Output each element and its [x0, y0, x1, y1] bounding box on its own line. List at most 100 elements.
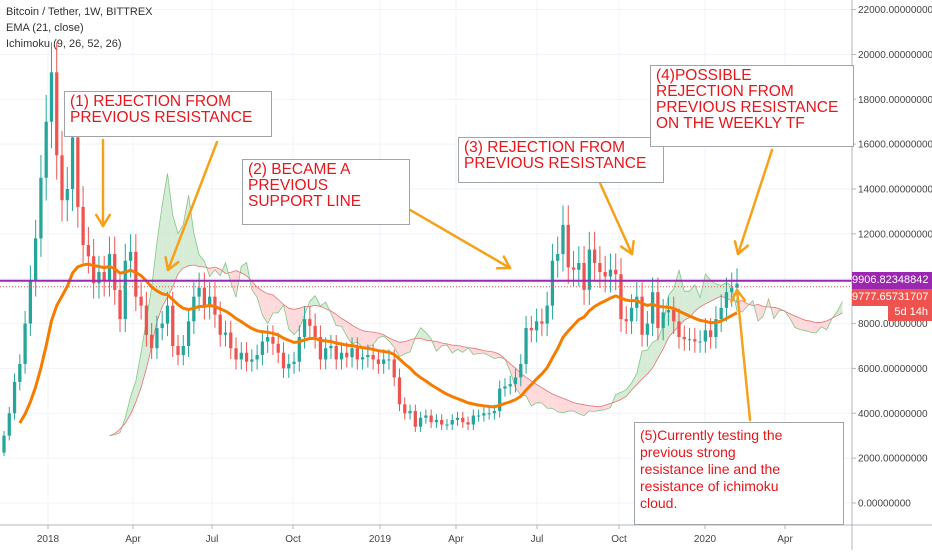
- cloud-segment: [557, 396, 563, 413]
- candle-body: [345, 352, 349, 358]
- candle-body: [698, 341, 702, 343]
- x-tick-label: Jul: [206, 534, 219, 545]
- candle-body: [302, 319, 307, 338]
- candle-body: [60, 155, 64, 201]
- cloud-segment: [209, 267, 215, 277]
- candle-body: [239, 352, 243, 360]
- candle-body: [155, 328, 159, 349]
- candle-body: [608, 269, 613, 277]
- cloud-segment: [378, 333, 384, 338]
- candle-body: [44, 121, 48, 178]
- x-tick-label: 2020: [694, 534, 717, 545]
- candle-body: [218, 314, 222, 335]
- candle-body: [656, 292, 660, 329]
- y-tick-label: 18000.00000000: [858, 95, 932, 106]
- cloud-segment: [341, 318, 347, 337]
- candle-body: [292, 361, 296, 364]
- candle-body: [730, 287, 734, 293]
- cloud-segment: [230, 270, 237, 298]
- cloud-segment: [162, 173, 168, 307]
- cloud-segment: [531, 380, 537, 407]
- cloud-segment: [494, 352, 500, 359]
- cloud-segment: [309, 295, 316, 307]
- arrow-5-head: [730, 288, 747, 303]
- y-tick-label: 8000.00000000: [858, 319, 928, 330]
- candle-body: [629, 307, 634, 322]
- candle-body: [693, 339, 697, 342]
- candle-body: [329, 345, 333, 349]
- cloud-segment: [457, 345, 463, 353]
- cloud-segment: [615, 392, 621, 402]
- arrow-5: [735, 288, 752, 422]
- cloud-segment: [489, 351, 495, 359]
- cloud-segment: [193, 233, 200, 267]
- y-tick-label: 4000.00000000: [858, 409, 928, 420]
- candle-body: [571, 267, 576, 270]
- y-axis: 0.00000000 2000.00000000 4000.00000000 6000…: [851, 0, 932, 550]
- candle-body: [413, 411, 417, 427]
- cloud-segment: [626, 383, 632, 397]
- x-tick-label: Oct: [611, 534, 627, 545]
- candle-body: [244, 352, 249, 362]
- candle-body: [708, 330, 713, 338]
- candle-body: [318, 337, 323, 360]
- candle-body: [208, 296, 212, 306]
- senkou-span-b: [109, 264, 843, 437]
- candle-body: [434, 420, 439, 423]
- candle-body: [455, 417, 460, 421]
- candle-body: [355, 348, 359, 360]
- candle-body: [250, 359, 254, 362]
- candle-body: [39, 177, 43, 239]
- candle-body: [471, 415, 475, 425]
- annotation-2: (2) BECAME A PREVIOUS SUPPORT LINE: [242, 159, 410, 225]
- cloud-segment: [367, 331, 374, 347]
- cloud-segment: [373, 332, 379, 345]
- candle-body: [666, 310, 671, 313]
- candle-body: [171, 305, 175, 346]
- countdown-tag: 5d 14h: [888, 304, 932, 321]
- cloud-segment: [668, 288, 674, 338]
- cloud-segment: [816, 322, 822, 334]
- candles: [2, 42, 739, 457]
- candle-body: [49, 72, 54, 122]
- cloud-segment: [288, 308, 295, 335]
- cloud-segment: [346, 321, 353, 344]
- candle-body: [260, 341, 265, 355]
- candle-body: [450, 420, 454, 425]
- x-axis: 2018 Apr Jul Oct 2019 Apr Jul Oct 2020 Apr: [0, 524, 932, 545]
- cloud-segment: [694, 284, 701, 312]
- ichimoku-legend: Ichimoku (9, 26, 52, 26): [6, 38, 122, 50]
- chart-legend: Bitcoin / Tether, 1W, BITTREX EMA (21, c…: [6, 4, 153, 52]
- cloud-segment: [278, 299, 284, 313]
- x-tick-label: 2018: [37, 534, 60, 545]
- y-tick-label: 6000.00000000: [858, 364, 928, 375]
- candle-body: [287, 363, 291, 369]
- cloud-segment: [578, 403, 585, 416]
- candle-body: [603, 271, 607, 277]
- cloud-segment: [821, 321, 827, 330]
- cloud-segment: [700, 273, 706, 307]
- candle-body: [719, 307, 723, 320]
- overlays: [0, 262, 852, 424]
- candle-body: [65, 188, 69, 201]
- candle-body: [635, 296, 639, 308]
- arrow-4: [736, 148, 774, 256]
- candle-body: [86, 245, 91, 257]
- candle-body: [28, 280, 33, 324]
- candle-body: [181, 345, 185, 355]
- candle-body: [440, 420, 444, 425]
- arrow-2-head: [495, 255, 512, 270]
- candle-body: [165, 305, 170, 324]
- candle-body: [366, 354, 370, 358]
- candle-body: [313, 325, 317, 338]
- candle-body: [424, 415, 428, 418]
- candle-body: [76, 137, 80, 207]
- y-tick-label: 22000.00000000: [858, 5, 932, 16]
- candle-body: [128, 251, 133, 261]
- candle-body: [503, 386, 507, 389]
- arrow-1b: [166, 140, 219, 272]
- candle-body: [70, 137, 75, 189]
- cloud-segment: [352, 325, 358, 344]
- x-tick-label: Oct: [285, 534, 301, 545]
- candle-body: [118, 289, 122, 320]
